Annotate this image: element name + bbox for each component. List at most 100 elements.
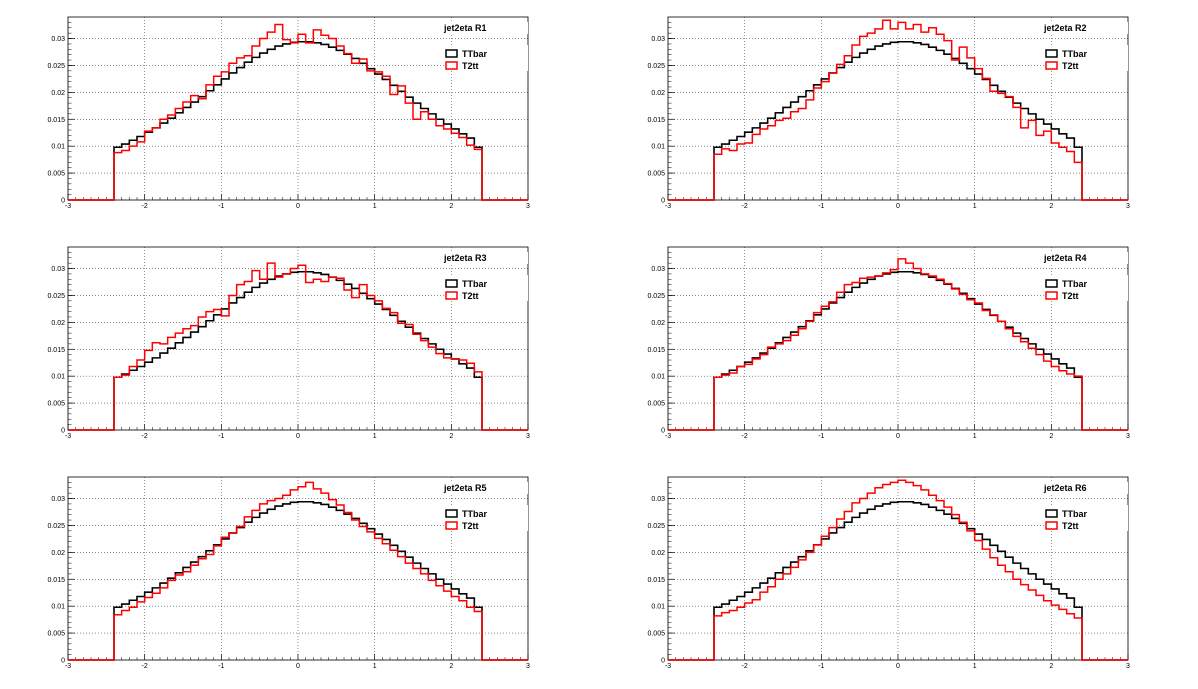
y-tick-label: 0.015 (647, 347, 665, 354)
legend-label: TTbar (1062, 279, 1087, 289)
y-tick-label: 0.03 (51, 36, 65, 43)
y-tick-label: 0.02 (51, 90, 65, 97)
legend: TTbar T2tt (1044, 45, 1128, 71)
chart-panel: -3 -2 -1 0 1 2 3 0 0.005 0.01 0.015 0.02 0.025 0.03 je… (647, 16, 1130, 210)
histogram-line-t2tt (668, 258, 1128, 431)
histogram-line-ttbar (668, 40, 1128, 201)
y-tick-label: 0.01 (651, 604, 665, 611)
x-tick-label: -1 (818, 663, 824, 670)
x-tick-label: 0 (896, 663, 900, 670)
y-tick-label: 0.005 (47, 401, 65, 408)
y-tick-label: 0.01 (651, 144, 665, 151)
legend-label: T2tt (462, 521, 479, 531)
y-tick-label: 0.025 (647, 523, 665, 530)
x-tick-label: 3 (1126, 433, 1130, 440)
legend: TTbar T2tt (444, 505, 528, 531)
x-tick-label: -1 (218, 663, 224, 670)
histogram-line-ttbar (68, 270, 528, 431)
histogram-line-t2tt (68, 481, 528, 661)
x-tick-label: 3 (526, 433, 530, 440)
x-tick-label: 1 (373, 203, 377, 210)
chart-panel: -3 -2 -1 0 1 2 3 0 0.005 0.01 0.015 0.02 0.025 0.03 je… (647, 476, 1130, 670)
x-tick-label: -1 (218, 203, 224, 210)
legend-box (1044, 45, 1128, 71)
chart-panel: -3 -2 -1 0 1 2 3 0 0.005 0.01 0.015 0.02 0.025 0.03 je… (647, 246, 1130, 440)
x-tick-label: -1 (218, 433, 224, 440)
y-tick-label: 0.02 (51, 320, 65, 327)
x-tick-label: 2 (1049, 663, 1053, 670)
y-tick-label: 0.02 (651, 90, 665, 97)
y-tick-label: 0.01 (51, 604, 65, 611)
x-tick-label: 3 (1126, 203, 1130, 210)
panel-title-box (441, 22, 528, 34)
panel-title-box (1041, 22, 1128, 34)
x-tick-label: -3 (665, 433, 671, 440)
legend-label: T2tt (1062, 291, 1079, 301)
x-tick-label: 1 (373, 663, 377, 670)
y-tick-label: 0.015 (647, 117, 665, 124)
chart-panel: -3 -2 -1 0 1 2 3 0 0.005 0.01 0.015 0.02 0.025 0.03 je… (47, 16, 530, 210)
x-tick-label: 0 (896, 203, 900, 210)
legend-swatch-t2tt (445, 291, 458, 300)
x-tick-label: -2 (742, 203, 748, 210)
legend-box (1044, 275, 1128, 301)
y-tick-label: 0.03 (51, 266, 65, 273)
legend-box (444, 275, 528, 301)
legend-box (444, 45, 528, 71)
histogram-line-ttbar (68, 500, 528, 661)
legend-label: TTbar (462, 279, 487, 289)
y-tick-label: 0.015 (647, 577, 665, 584)
y-tick-label: 0.025 (47, 293, 65, 300)
legend-box (1044, 505, 1128, 531)
histogram-line-t2tt (68, 23, 528, 201)
x-tick-label: 1 (973, 663, 977, 670)
x-tick-label: -1 (818, 203, 824, 210)
panel-title-box (441, 252, 528, 264)
legend-swatch-ttbar (445, 509, 458, 518)
legend-label: T2tt (462, 291, 479, 301)
y-tick-label: 0.02 (651, 320, 665, 327)
legend-label: T2tt (1062, 61, 1079, 71)
x-tick-label: 2 (449, 203, 453, 210)
y-tick-label: 0.02 (651, 550, 665, 557)
y-tick-label: 0.01 (51, 144, 65, 151)
legend-label: TTbar (462, 49, 487, 59)
y-tick-label: 0 (661, 658, 665, 665)
chart-panel: -3 -2 -1 0 1 2 3 0 0.005 0.01 0.015 0.02 0.025 0.03 je… (47, 246, 530, 440)
x-tick-label: 2 (1049, 433, 1053, 440)
y-tick-label: 0 (661, 428, 665, 435)
legend-label: T2tt (1062, 521, 1079, 531)
y-tick-label: 0.005 (47, 171, 65, 178)
panel-title-box (1041, 482, 1128, 494)
histogram-line-ttbar (668, 270, 1128, 431)
legend: TTbar T2tt (1044, 505, 1128, 531)
panel-title: jet2eta R4 (1043, 253, 1087, 263)
y-tick-label: 0.025 (47, 523, 65, 530)
x-tick-label: 0 (296, 203, 300, 210)
x-tick-label: -3 (65, 433, 71, 440)
panel-title: jet2eta R1 (443, 23, 487, 33)
x-tick-label: 3 (526, 663, 530, 670)
legend-swatch-t2tt (1045, 521, 1058, 530)
x-tick-label: 2 (1049, 203, 1053, 210)
y-tick-label: 0.03 (651, 266, 665, 273)
y-tick-label: 0.005 (647, 631, 665, 638)
panel-title: jet2eta R6 (1043, 483, 1087, 493)
x-tick-label: 3 (1126, 663, 1130, 670)
x-tick-label: 3 (526, 203, 530, 210)
panel-title-box (1041, 252, 1128, 264)
y-tick-label: 0.03 (51, 496, 65, 503)
histogram-line-t2tt (668, 479, 1128, 661)
y-tick-label: 0.01 (651, 374, 665, 381)
x-tick-label: -3 (65, 663, 71, 670)
x-tick-label: -2 (742, 433, 748, 440)
y-tick-label: 0.015 (47, 347, 65, 354)
panel-title: jet2eta R3 (443, 253, 487, 263)
x-tick-label: 0 (896, 433, 900, 440)
x-tick-label: -2 (742, 663, 748, 670)
x-tick-label: 1 (973, 433, 977, 440)
x-tick-label: 1 (973, 203, 977, 210)
panel-title-box (441, 482, 528, 494)
y-tick-label: 0.02 (51, 550, 65, 557)
x-tick-label: 2 (449, 433, 453, 440)
